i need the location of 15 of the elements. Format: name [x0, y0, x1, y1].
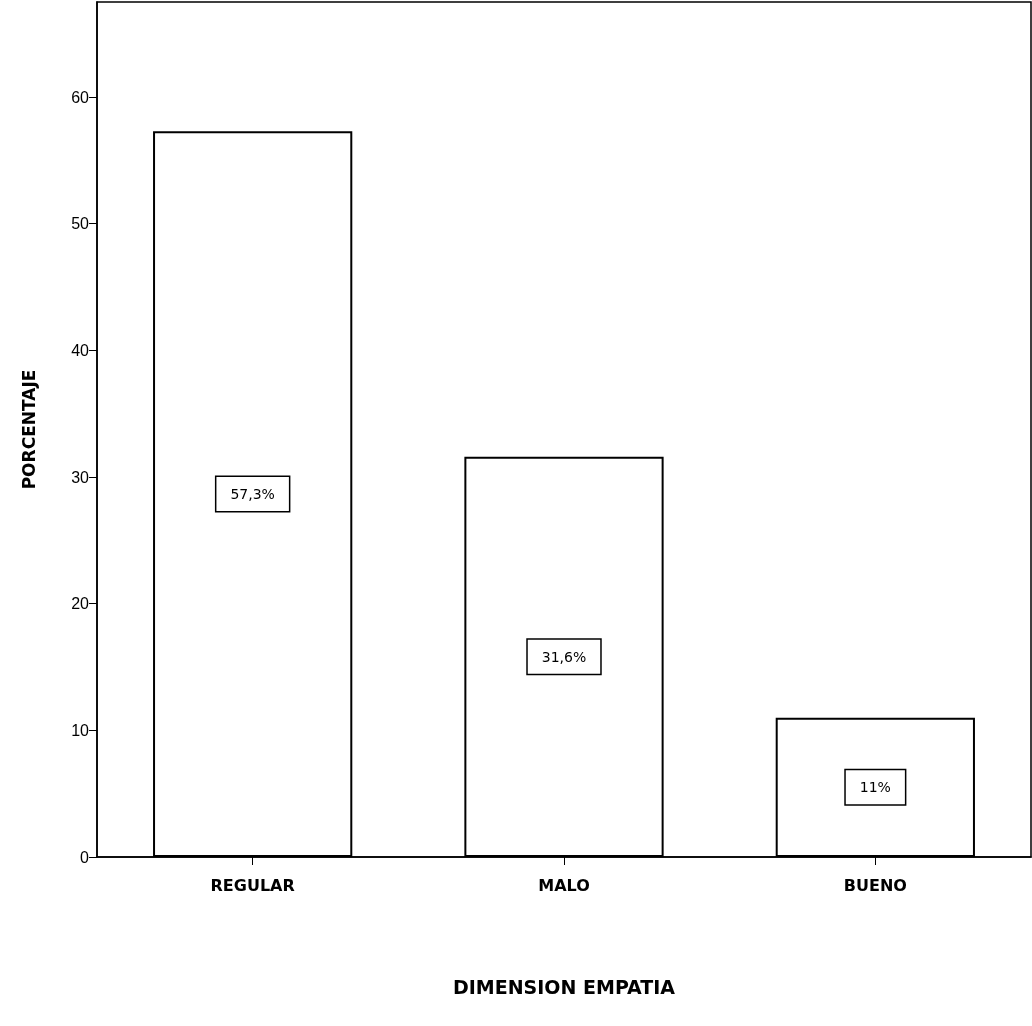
x-tick-label: BUENO	[843, 875, 907, 895]
data-label: 31,6%	[541, 648, 587, 665]
data-label: 11%	[859, 779, 891, 796]
y-tick-label: 10	[71, 721, 90, 739]
y-tick-label: 20	[71, 595, 90, 613]
y-tick-label: 40	[71, 341, 90, 359]
x-tick-label: REGULAR	[210, 875, 295, 895]
y-axis-title: PORCENTAJE	[18, 369, 39, 490]
y-tick-label: 30	[71, 468, 90, 486]
y-tick-label: 60	[71, 88, 90, 106]
data-label: 57,3%	[230, 486, 275, 503]
y-tick-label: 50	[71, 215, 90, 233]
y-tick-label: 0	[80, 848, 90, 866]
x-tick-label: MALO	[538, 875, 590, 895]
x-axis-title: DIMENSION EMPATIA	[452, 975, 676, 998]
